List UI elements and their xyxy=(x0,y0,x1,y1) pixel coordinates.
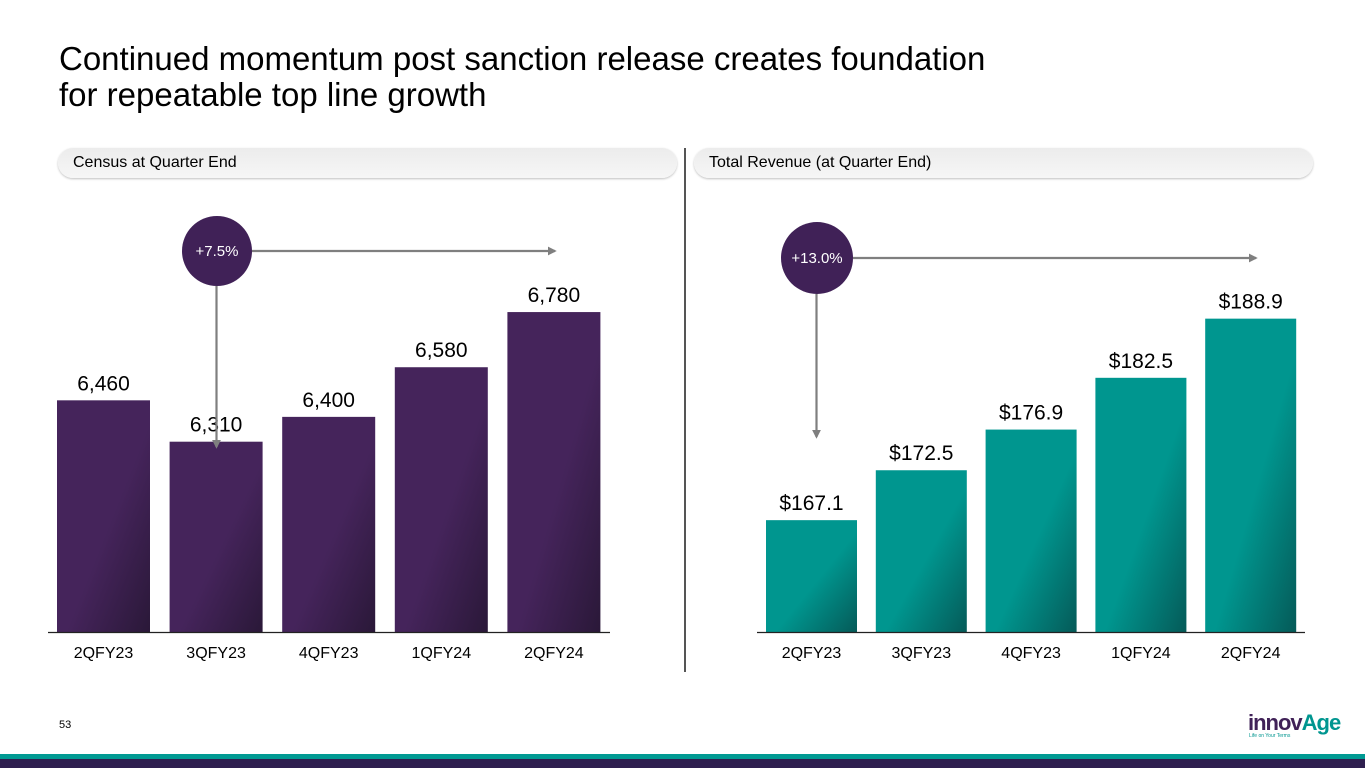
revenue-x-tick-label: 2QFY24 xyxy=(1221,645,1281,662)
revenue-value-label: $167.1 xyxy=(779,492,843,515)
census-bar-1QFY24 xyxy=(394,367,488,632)
revenue-value-label: $188.9 xyxy=(1219,291,1283,314)
page-title: Continued momentum post sanction release… xyxy=(59,41,1159,113)
revenue-x-tick-label: 3QFY23 xyxy=(892,645,952,662)
revenue-growth-label: +13.0% xyxy=(791,250,842,267)
revenue-bar-4QFY23 xyxy=(985,429,1077,632)
census-value-label: 6,400 xyxy=(302,389,355,412)
census-x-tick-label: 1QFY24 xyxy=(412,645,472,662)
census-growth-badge xyxy=(182,216,252,286)
census-x-tick-label: 4QFY23 xyxy=(299,645,359,662)
revenue-x-tick-label: 1QFY24 xyxy=(1111,645,1171,662)
census-bar-3QFY23 xyxy=(169,441,263,632)
census-value-label: 6,460 xyxy=(77,372,130,395)
innovage-logo: innovAge Life on Your Terms xyxy=(1248,710,1341,743)
census-bar-2QFY23 xyxy=(57,400,150,632)
census-x-tick-label: 3QFY23 xyxy=(186,645,246,662)
revenue-bar-3QFY23 xyxy=(875,470,967,632)
revenue-value-label: $176.9 xyxy=(999,402,1063,425)
footer-band-purple xyxy=(0,759,1365,768)
revenue-value-label: $182.5 xyxy=(1109,350,1173,373)
revenue-x-tick-label: 4QFY23 xyxy=(1001,645,1061,662)
footer-band-teal xyxy=(0,754,1365,759)
chart-divider xyxy=(684,148,686,672)
logo-tagline: Life on Your Terms xyxy=(1249,733,1291,739)
census-x-tick-label: 2QFY23 xyxy=(74,645,134,662)
title-line-2: for repeatable top line growth xyxy=(59,76,487,113)
revenue-bar-1QFY24 xyxy=(1095,377,1187,632)
census-x-tick-label: 2QFY24 xyxy=(524,645,584,662)
census-chart-header: Census at Quarter End xyxy=(58,148,677,178)
title-line-1: Continued momentum post sanction release… xyxy=(59,40,986,77)
census-value-label: 6,780 xyxy=(528,284,581,307)
revenue-x-tick-label: 2QFY23 xyxy=(782,645,842,662)
census-bar-2QFY24 xyxy=(507,312,601,632)
revenue-bar-2QFY23 xyxy=(766,520,857,632)
census-growth-label: +7.5% xyxy=(196,243,239,260)
revenue-chart-header: Total Revenue (at Quarter End) xyxy=(694,148,1313,178)
logo-wordmark: innovAge xyxy=(1248,710,1341,735)
revenue-value-label: $172.5 xyxy=(889,442,953,465)
page-number: 53 xyxy=(59,719,72,731)
revenue-growth-badge xyxy=(781,222,853,294)
revenue-bar-2QFY24 xyxy=(1205,318,1297,632)
census-bar-4QFY23 xyxy=(282,416,376,632)
census-value-label: 6,580 xyxy=(415,339,468,362)
